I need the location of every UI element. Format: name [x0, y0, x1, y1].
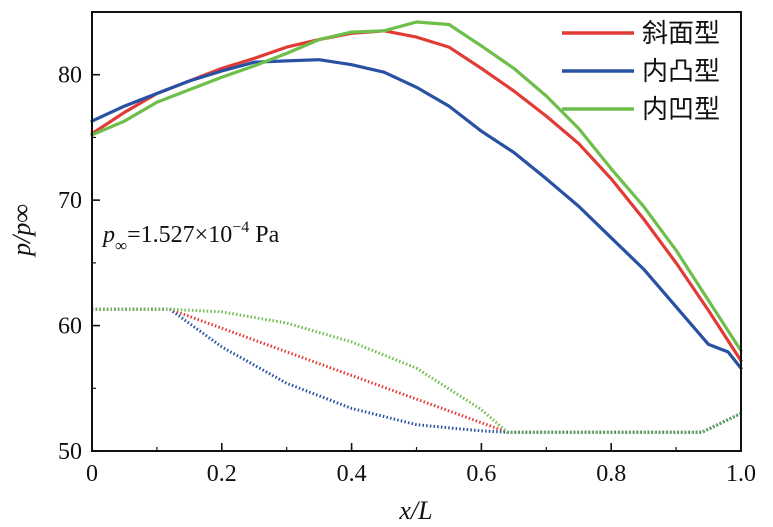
series-line-2	[90, 58, 743, 370]
legend-label-2: 内凸型	[642, 57, 720, 87]
legend-label-3: 内凹型	[642, 95, 720, 125]
y-tick-label: 60	[58, 314, 82, 340]
pressure-annotation: p∞=1.527×10−4 Pa	[101, 219, 280, 255]
x-axis-title: x/L	[398, 496, 432, 525]
y-tick-label: 50	[58, 439, 82, 465]
annotation-sup: −4	[232, 219, 249, 236]
geometry-profile-2	[92, 307, 742, 434]
y-tick-label: 70	[58, 188, 82, 214]
pressure-series	[90, 20, 743, 370]
x-tick-label: 0.6	[466, 461, 496, 487]
x-tick-label: 1.0	[726, 461, 756, 487]
annotation-sub: ∞	[115, 236, 127, 255]
geometry-profile-1	[92, 307, 742, 434]
legend-label-1: 斜面型	[642, 19, 720, 49]
geometry-profile-3	[92, 307, 742, 434]
y-tick-label: 80	[58, 63, 82, 89]
axis-ticks: 0 0.2 0.4 0.6 0.8 1.0 50 60 70 80	[58, 63, 756, 487]
geometry-profiles	[92, 307, 742, 434]
y-axis-title-base: p/p∞	[7, 204, 36, 258]
x-tick-label: 0.8	[596, 461, 626, 487]
annotation-unit: Pa	[249, 222, 279, 248]
series-line-3	[90, 20, 743, 353]
x-tick-label: 0	[86, 461, 98, 487]
x-tick-label: 0.2	[207, 461, 237, 487]
y-axis-title: p/p∞	[7, 204, 36, 258]
annotation-base: p	[101, 222, 115, 248]
annotation-text: =1.527×10	[127, 222, 232, 248]
x-tick-label: 0.4	[337, 461, 367, 487]
